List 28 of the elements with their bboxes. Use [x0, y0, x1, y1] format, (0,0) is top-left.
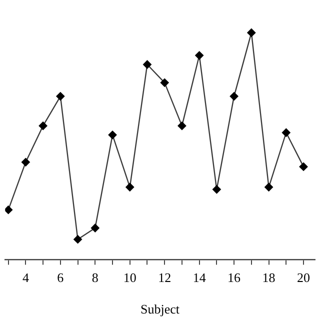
point [212, 185, 221, 194]
x-axis-title: Subject [140, 302, 180, 317]
x-tick-label: 6 [57, 270, 64, 286]
point [126, 182, 134, 192]
point [108, 130, 117, 140]
x-tick-label: 4 [22, 270, 30, 286]
x-tick-label: 18 [262, 270, 276, 286]
x-tick-label: 20 [297, 270, 310, 286]
point [5, 206, 13, 214]
point [21, 158, 30, 166]
point [282, 128, 290, 137]
point [178, 122, 186, 130]
point [143, 60, 152, 69]
x-tick-label: 14 [192, 270, 206, 286]
x-tick-label: 8 [92, 270, 98, 286]
point [90, 224, 100, 232]
x-tick-label: 10 [123, 270, 136, 286]
point [264, 182, 273, 192]
point [195, 51, 204, 60]
x-tick-label: 16 [228, 270, 242, 286]
point [247, 28, 256, 37]
point [38, 122, 48, 130]
point [160, 78, 169, 87]
point [56, 92, 65, 100]
point [230, 92, 238, 100]
point [74, 235, 82, 244]
x-tick-label: 12 [158, 270, 172, 286]
point [299, 162, 308, 171]
